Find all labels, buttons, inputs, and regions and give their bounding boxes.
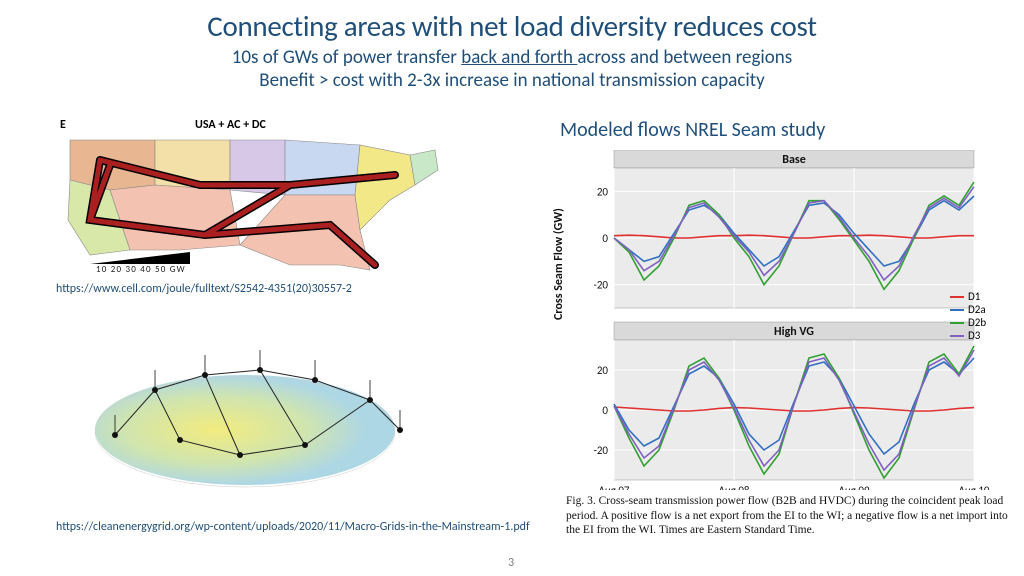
right-chart-title: Modeled flows NREL Seam study xyxy=(560,118,825,142)
svg-text:Aug 10: Aug 10 xyxy=(959,484,990,490)
svg-text:Aug 07: Aug 07 xyxy=(599,484,630,490)
svg-text:0: 0 xyxy=(602,404,608,417)
svg-text:0: 0 xyxy=(602,232,608,245)
subtitle-line-2: Benefit > cost with 2-3x increase in nat… xyxy=(0,69,1024,92)
slide-title: Connecting areas with net load diversity… xyxy=(0,0,1024,44)
svg-text:20: 20 xyxy=(597,185,609,198)
slide-number: 3 xyxy=(508,556,514,570)
svg-text:20: 20 xyxy=(597,364,609,377)
figure-caption: Fig. 3. Cross-seam transmission power fl… xyxy=(566,494,1014,538)
svg-text:-20: -20 xyxy=(593,279,608,292)
source-link-1: https://www.cell.com/joule/fulltext/S254… xyxy=(56,282,352,296)
chart-y-axis-label: Cross Seam Flow (GW) xyxy=(552,208,566,320)
svg-text:Aug 08: Aug 08 xyxy=(719,484,750,490)
map-scale-ticks: 10 20 30 40 50 GW xyxy=(96,264,186,275)
seam-flow-charts: Base -20 0 20 High VG -20 0 20 Aug 07 Aug 08 Aug 0… xyxy=(566,150,1006,490)
subtitle1-underlined: back and forth xyxy=(461,46,577,69)
macro-grids-diagram xyxy=(90,320,420,500)
subtitle1-pre: 10s of GWs of power transfer xyxy=(232,46,461,69)
svg-text:Base: Base xyxy=(782,153,805,167)
svg-text:-20: -20 xyxy=(593,444,608,457)
subtitle1-post: across and between regions xyxy=(577,46,792,69)
svg-text:Aug 09: Aug 09 xyxy=(839,484,870,490)
subtitle-line-1: 10s of GWs of power transfer back and fo… xyxy=(0,46,1024,69)
source-link-2: https://cleanenergygrid.org/wp-content/u… xyxy=(56,520,530,534)
chart-legend: D1D2aD2bD3 xyxy=(950,290,986,342)
svg-text:High VG: High VG xyxy=(774,325,814,339)
